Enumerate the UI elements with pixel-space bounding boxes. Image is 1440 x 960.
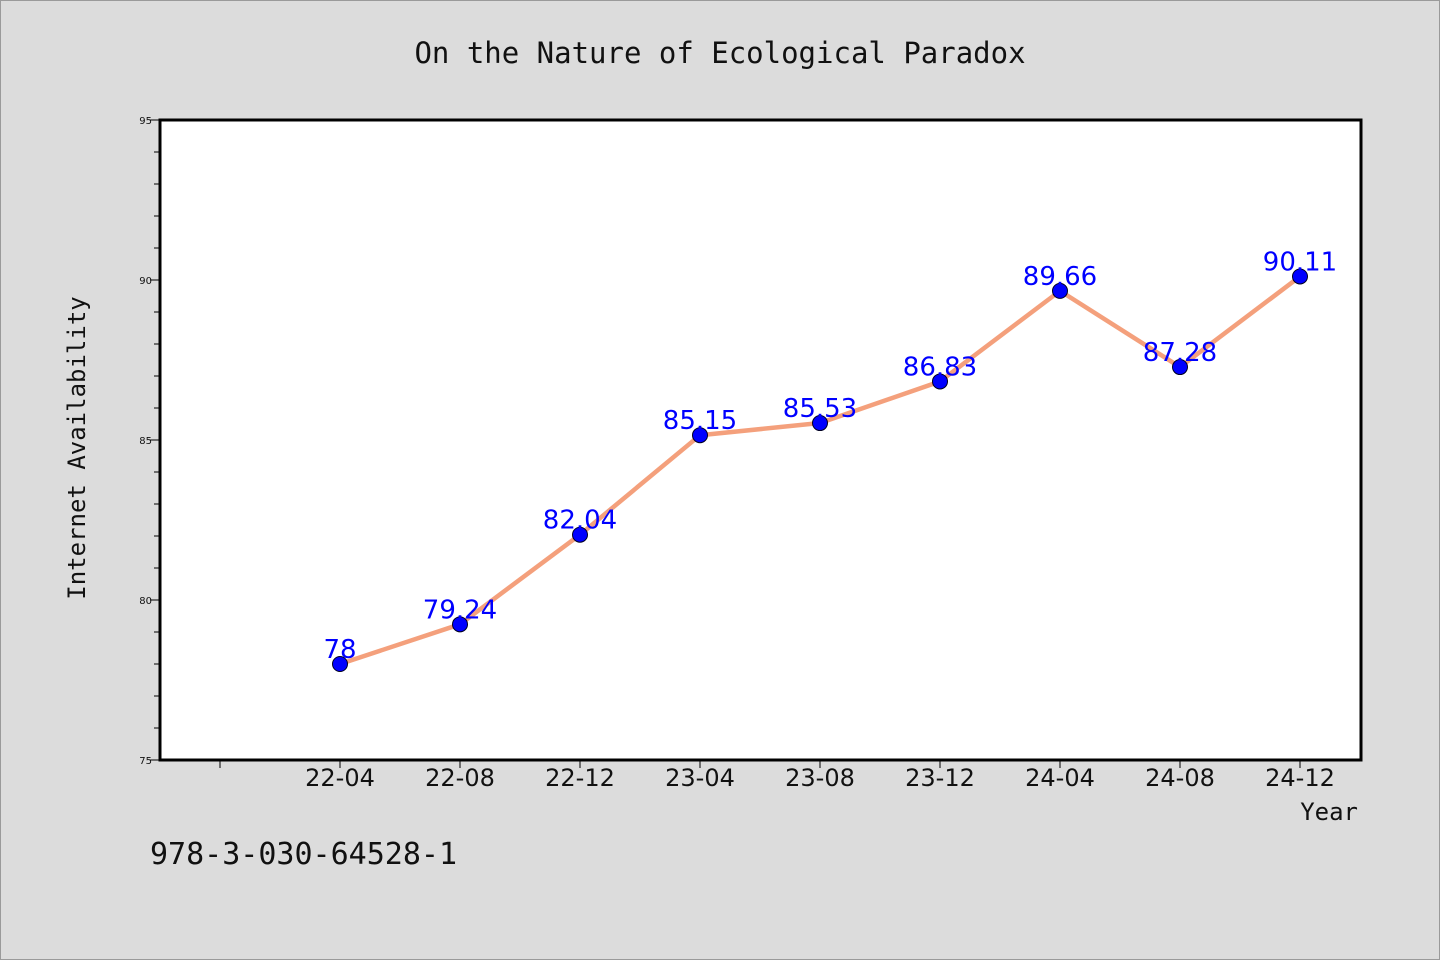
x-tick-label: 24-08	[1145, 764, 1215, 792]
x-tick-label: 24-12	[1265, 764, 1335, 792]
x-axis-label: Year	[1300, 798, 1358, 826]
data-point	[572, 526, 588, 543]
x-tick-label: 22-08	[425, 764, 495, 792]
x-tick-label: 22-12	[545, 764, 615, 792]
chart-title: On the Nature of Ecological Paradox	[414, 36, 1025, 70]
data-label: 87.28	[1143, 338, 1217, 368]
series-group: 78 79.24 82.04 85.15 85.53 86.83 89.66 87.28 90.…	[323, 247, 1337, 672]
x-tick-label: 23-08	[785, 764, 855, 792]
y-tick-label: 75	[139, 756, 152, 767]
plot-area	[158, 118, 1363, 762]
x-tick-label: 23-12	[905, 764, 975, 792]
data-point	[812, 415, 828, 432]
data-point	[692, 427, 708, 444]
data-label: 86.83	[903, 352, 977, 382]
x-tick-label: 22-04	[305, 764, 375, 792]
y-axis-ticks: 75 80 85 90 95	[139, 116, 160, 767]
y-tick-label: 90	[139, 276, 152, 287]
data-point	[1052, 282, 1068, 299]
data-label: 90.11	[1263, 247, 1337, 277]
x-axis-ticks: 22-04 22-08 22-12 23-04 23-08 23-12 24-04 24-08…	[219, 760, 1335, 792]
x-tick-label: 23-04	[665, 764, 735, 792]
x-tick-label: 24-04	[1025, 764, 1095, 792]
data-label: 89.66	[1023, 262, 1097, 292]
y-axis-label: Internet Availability	[63, 296, 91, 599]
footnote-isbn: 978-3-030-64528-1	[150, 837, 457, 872]
data-point	[332, 656, 348, 672]
data-point	[1172, 359, 1188, 376]
y-tick-label: 95	[139, 116, 152, 127]
data-point	[452, 616, 468, 633]
y-tick-label: 85	[139, 436, 152, 447]
data-label: 85.15	[663, 406, 737, 436]
data-label: 85.53	[783, 394, 857, 424]
data-point	[1292, 268, 1308, 285]
y-tick-label: 80	[139, 596, 152, 607]
data-label: 82.04	[543, 506, 617, 536]
data-point	[932, 373, 948, 390]
data-label: 78	[323, 635, 356, 665]
data-label: 79.24	[423, 595, 497, 625]
